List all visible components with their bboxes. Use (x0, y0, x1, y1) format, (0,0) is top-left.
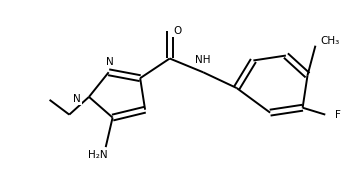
Text: O: O (173, 26, 182, 36)
Text: H₂N: H₂N (88, 150, 108, 160)
Text: NH: NH (195, 55, 211, 66)
Text: F: F (335, 110, 341, 120)
Text: N: N (106, 57, 113, 68)
Text: N: N (73, 94, 81, 104)
Text: CH₃: CH₃ (320, 36, 339, 46)
